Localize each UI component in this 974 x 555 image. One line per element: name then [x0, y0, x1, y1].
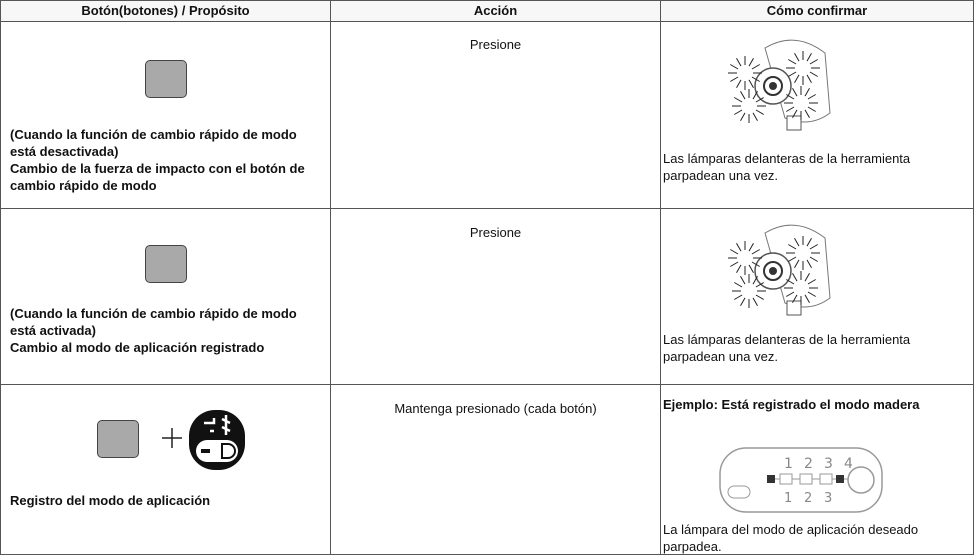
flash-ray — [794, 259, 800, 268]
drawing — [786, 300, 802, 316]
flash-ray — [736, 79, 742, 88]
flash-ray — [786, 279, 795, 285]
cell — [0, 208, 331, 385]
flash-ray — [809, 59, 818, 65]
flash-ray — [794, 53, 800, 62]
flash-ray — [734, 282, 743, 288]
flash-ray — [807, 106, 816, 112]
flash-ray — [752, 112, 758, 121]
flash-ray — [751, 64, 760, 70]
flash-ray — [806, 74, 812, 83]
mode-icon — [162, 410, 245, 470]
button-icon — [145, 245, 187, 283]
flash-ray — [736, 243, 742, 252]
flash-ray — [755, 294, 764, 300]
flash-ray — [730, 261, 739, 267]
purpose-note: (Cuando la función de cambio rápido de m… — [10, 306, 297, 338]
panel-digit: 2 — [804, 491, 812, 506]
flash-ray — [734, 97, 743, 103]
flash-ray — [788, 244, 797, 250]
flash-ray — [748, 243, 754, 252]
flash-ray — [807, 291, 816, 297]
button-icon — [97, 420, 139, 458]
flash-ray — [809, 244, 818, 250]
tool-illustration — [728, 39, 831, 131]
flash-ray — [736, 58, 742, 67]
flash-ray — [752, 91, 758, 100]
flash-ray — [792, 294, 798, 303]
flash-ray — [740, 112, 746, 121]
flash-ray — [788, 59, 797, 65]
panel-digit: 3 — [824, 456, 833, 472]
drawing — [786, 115, 802, 131]
flash-ray — [752, 276, 758, 285]
flash-ray — [751, 261, 760, 267]
flash-ray — [730, 249, 739, 255]
panel-digit: 1 — [784, 491, 792, 506]
panel-digit: 1 — [784, 456, 793, 472]
flash-ray — [736, 264, 742, 273]
header-cell: Botón(botones) / Propósito — [0, 0, 331, 22]
flash-ray — [806, 259, 812, 268]
purpose: Cambio de la fuerza de impacto con el bo… — [10, 161, 305, 193]
confirm-text: Las lámparas delanteras de la herramient… — [663, 332, 911, 364]
flash-ray — [786, 94, 795, 100]
flash-ray — [792, 273, 798, 282]
panel-digit: 2 — [804, 456, 813, 472]
flash-ray — [804, 109, 810, 118]
flash-ray — [734, 109, 743, 115]
flash-ray — [806, 238, 812, 247]
flash-ray — [809, 71, 818, 77]
flash-ray — [804, 273, 810, 282]
flash-ray — [804, 88, 810, 97]
flash-ray — [755, 97, 764, 103]
flash-ray — [792, 109, 798, 118]
drawing — [769, 267, 777, 275]
drawing — [769, 82, 777, 90]
panel-digit: 4 — [844, 456, 853, 472]
flash-ray — [807, 279, 816, 285]
flash-ray — [740, 91, 746, 100]
action: Presione — [469, 37, 522, 52]
button-icon — [145, 60, 187, 98]
flash-ray — [786, 106, 795, 112]
flash-ray — [755, 282, 764, 288]
flash-ray — [751, 249, 760, 255]
action: Mantenga presionado (cada botón) — [394, 401, 597, 416]
header-cell: Cómo confirmar — [660, 0, 974, 22]
flash-ray — [730, 64, 739, 70]
confirm-text: La lámpara del modo de aplicación desead… — [663, 522, 919, 554]
flash-ray — [792, 88, 798, 97]
flash-ray — [794, 238, 800, 247]
tool-illustration — [728, 224, 831, 316]
purpose-note: (Cuando la función de cambio rápido de m… — [10, 127, 297, 159]
flash-ray — [755, 109, 764, 115]
purpose: Cambio al modo de aplicación registrado — [10, 340, 265, 355]
confirm-text: Las lámparas delanteras de la herramient… — [663, 151, 911, 183]
flash-ray — [740, 276, 746, 285]
panel-digit: 3 — [824, 491, 832, 506]
flash-ray — [740, 297, 746, 306]
panel-illustration: 1 2 3 41 2 3 — [719, 447, 883, 513]
flash-ray — [748, 58, 754, 67]
confirm-heading: Ejemplo: Está registrado el modo madera — [663, 397, 920, 412]
flash-ray — [734, 294, 743, 300]
header-cell: Acción — [330, 0, 661, 22]
flash-ray — [804, 294, 810, 303]
flash-ray — [788, 71, 797, 77]
flash-ray — [806, 53, 812, 62]
flash-ray — [748, 264, 754, 273]
flash-ray — [786, 291, 795, 297]
flash-ray — [794, 74, 800, 83]
purpose: Registro del modo de aplicación — [10, 493, 211, 508]
flash-ray — [752, 297, 758, 306]
flash-ray — [807, 94, 816, 100]
flash-ray — [748, 79, 754, 88]
flash-ray — [788, 256, 797, 262]
flash-ray — [809, 256, 818, 262]
flash-ray — [751, 76, 760, 82]
action: Presione — [469, 225, 522, 240]
flash-ray — [730, 76, 739, 82]
